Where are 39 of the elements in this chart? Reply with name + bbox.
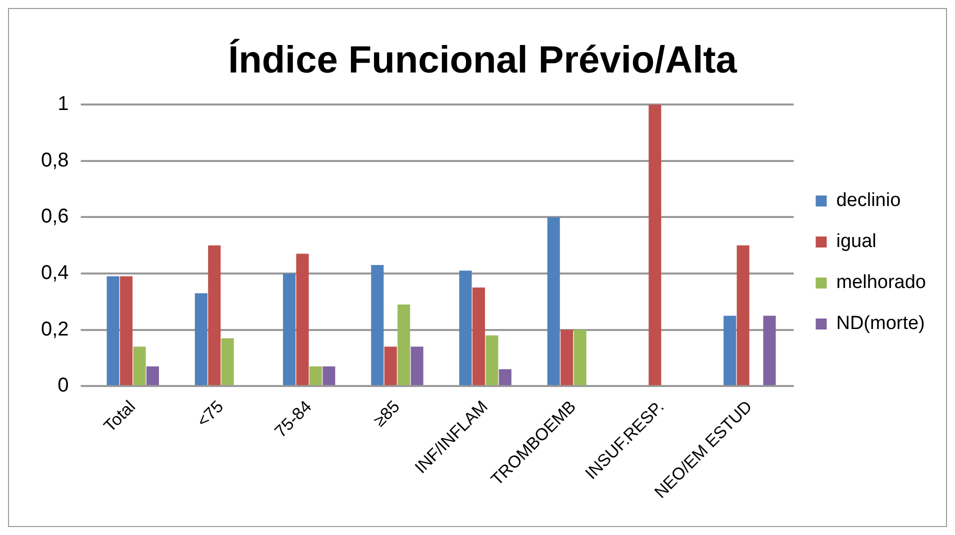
y-tick-label: 0 bbox=[58, 374, 69, 397]
bar bbox=[282, 273, 296, 386]
y-tick-label: 1 bbox=[58, 93, 69, 116]
bar bbox=[106, 276, 120, 386]
y-tick-label: 0,4 bbox=[40, 262, 69, 284]
bar bbox=[208, 245, 221, 386]
y-tick-label: 0,8 bbox=[40, 149, 69, 172]
bar bbox=[120, 276, 133, 386]
bar bbox=[547, 217, 560, 386]
bar bbox=[384, 346, 397, 386]
y-tick-label: 0,6 bbox=[40, 206, 69, 228]
chart-title: Índice Funcional Prévio/Alta bbox=[228, 38, 738, 82]
bar bbox=[133, 346, 146, 386]
legend-label: ND(morte) bbox=[836, 313, 925, 334]
x-tick-label: ≥85 bbox=[370, 396, 404, 430]
bar bbox=[724, 316, 736, 386]
legend-label: melhorado bbox=[836, 272, 926, 294]
bar bbox=[498, 369, 512, 386]
bar bbox=[410, 346, 424, 386]
bar bbox=[459, 270, 472, 386]
legend-label: declinio bbox=[836, 190, 901, 212]
bar bbox=[486, 335, 498, 386]
bar bbox=[309, 366, 322, 386]
bar bbox=[371, 265, 384, 386]
bar bbox=[472, 288, 485, 386]
bar bbox=[560, 330, 574, 386]
bar bbox=[574, 330, 586, 386]
bar bbox=[194, 293, 208, 386]
bar bbox=[296, 254, 309, 386]
x-tick-label: <75 bbox=[193, 396, 228, 431]
bar bbox=[221, 338, 234, 386]
bar bbox=[398, 304, 410, 386]
y-tick-label: 0,2 bbox=[40, 318, 69, 340]
bar bbox=[763, 316, 776, 386]
legend-label: igual bbox=[836, 231, 876, 252]
bar bbox=[736, 245, 750, 386]
bar bbox=[146, 366, 159, 386]
bar bbox=[648, 104, 662, 386]
bar bbox=[322, 366, 336, 386]
